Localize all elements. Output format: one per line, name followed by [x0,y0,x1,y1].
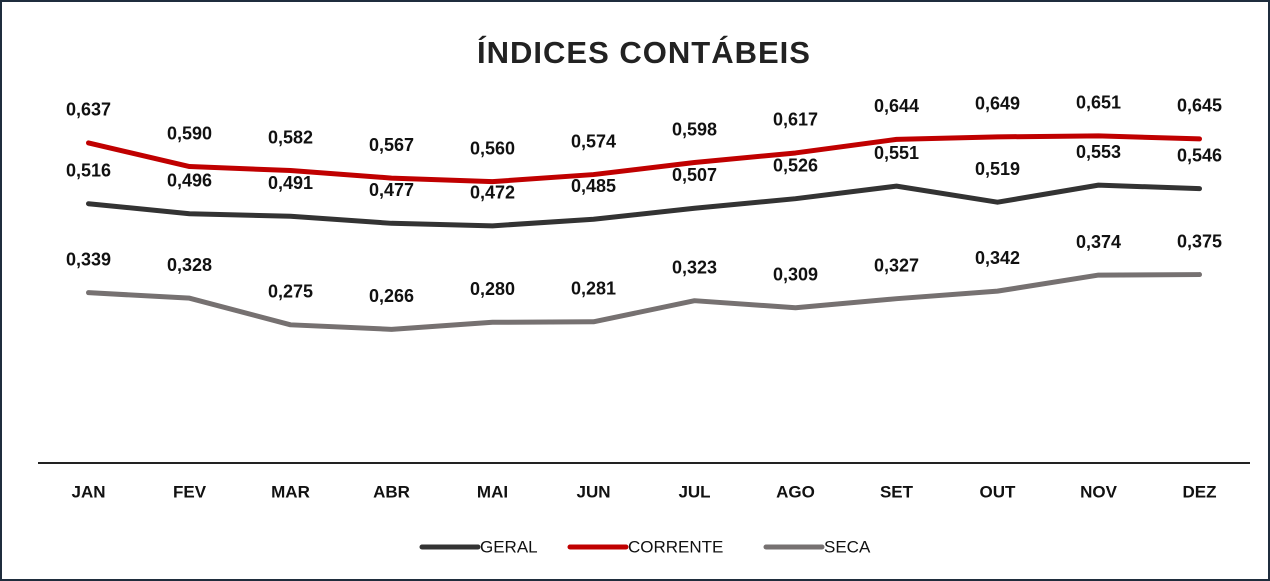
x-tick-label: DEZ [1183,482,1217,501]
series-line [86,272,1202,332]
x-tick-label: SET [880,482,914,501]
data-label: 0,546 [1177,145,1222,165]
legend-label: GERAL [480,537,538,556]
data-label: 0,323 [672,257,717,277]
data-label: 0,477 [369,180,414,200]
data-label: 0,637 [66,100,111,120]
data-label: 0,582 [268,127,313,147]
data-label: 0,551 [874,143,919,163]
data-label: 0,374 [1076,232,1121,252]
data-label: 0,485 [571,176,616,196]
data-label: 0,516 [66,160,111,180]
series-line [86,133,1202,185]
data-label: 0,560 [470,138,515,158]
chart-title: ÍNDICES CONTÁBEIS [477,35,811,70]
data-label: 0,342 [975,248,1020,268]
series-line [86,182,1202,229]
data-label: 0,644 [874,96,919,116]
data-label: 0,339 [66,249,111,269]
data-label: 0,567 [369,135,414,155]
data-label: 0,526 [773,155,818,175]
x-tick-label: AGO [776,482,815,501]
data-label: 0,649 [975,94,1020,114]
legend-label: SECA [824,537,871,556]
data-label: 0,496 [167,171,212,191]
x-tick-label: JAN [71,482,105,501]
data-label: 0,598 [672,119,717,139]
x-tick-label: MAI [477,482,508,501]
x-tick-label: JUN [576,482,610,501]
data-label: 0,617 [773,110,818,130]
x-tick-label: JUL [678,482,710,501]
x-tick-label: MAR [271,482,310,501]
data-label: 0,507 [672,165,717,185]
x-tick-label: NOV [1080,482,1118,501]
data-label: 0,590 [167,123,212,143]
data-label: 0,519 [975,159,1020,179]
data-label: 0,281 [571,279,616,299]
data-label: 0,651 [1076,93,1121,113]
data-label: 0,375 [1177,231,1222,251]
data-label: 0,327 [874,255,919,275]
x-tick-label: OUT [980,482,1017,501]
data-label: 0,266 [369,286,414,306]
data-label: 0,491 [268,173,313,193]
data-label: 0,553 [1076,142,1121,162]
data-label: 0,275 [268,282,313,302]
data-label: 0,472 [470,183,515,203]
data-label: 0,280 [470,279,515,299]
data-label: 0,574 [571,131,616,151]
data-label: 0,309 [773,264,818,284]
legend-label: CORRENTE [628,537,723,556]
x-tick-label: ABR [373,482,410,501]
data-label: 0,328 [167,255,212,275]
data-label: 0,645 [1177,96,1222,116]
x-tick-label: FEV [173,482,207,501]
